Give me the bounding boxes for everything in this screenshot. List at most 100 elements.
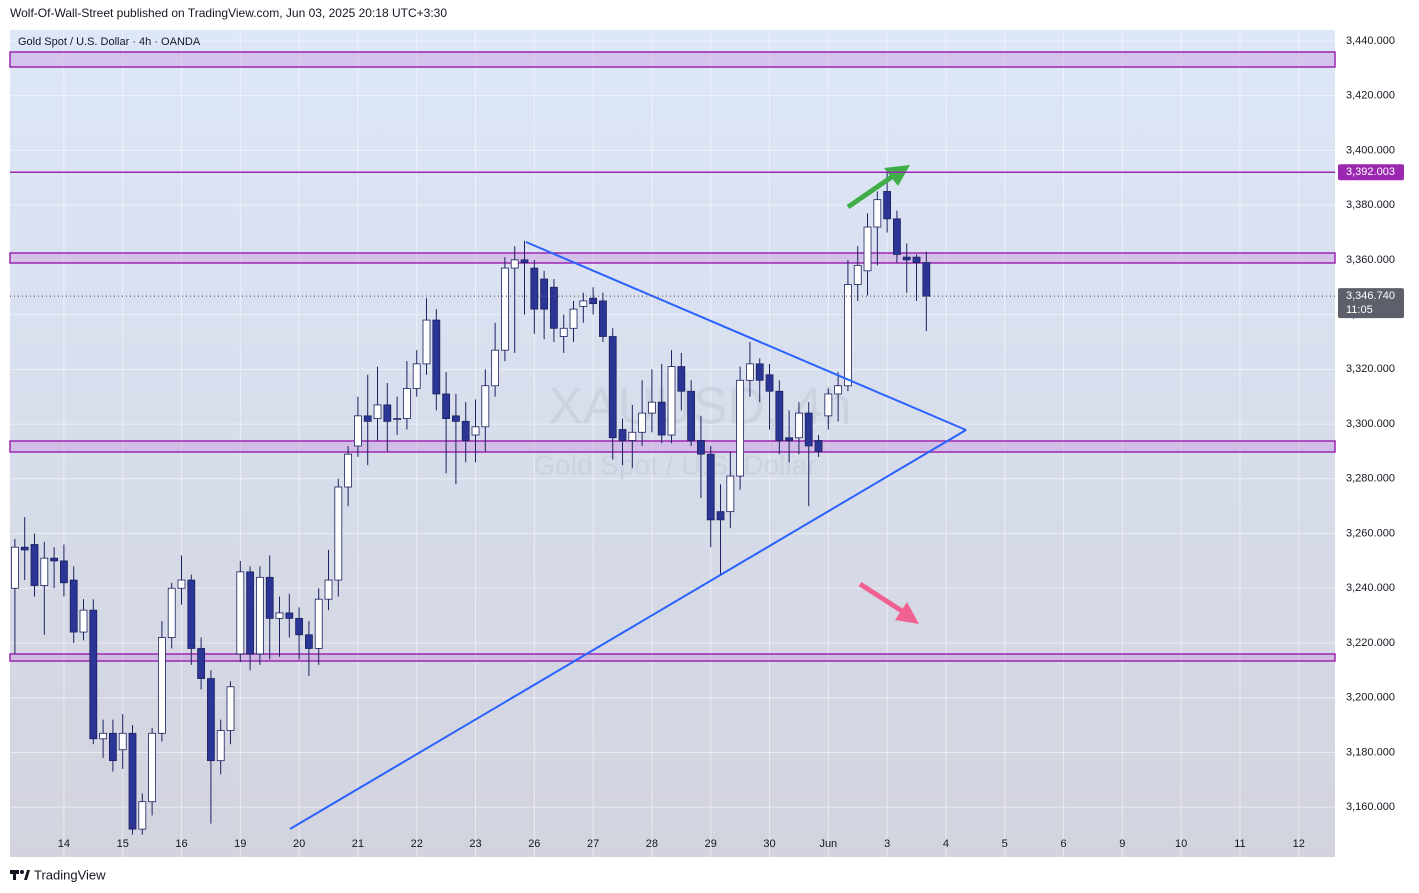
candle-body [667,366,676,436]
candle-body [706,453,715,521]
candle-body [275,612,284,619]
y-tick-label: 3,180.000 [1346,746,1395,758]
trendline [289,429,967,830]
candle-body [795,412,803,439]
x-tick-label: 27 [587,838,599,850]
candle-body [305,634,313,649]
candle-body [491,349,500,387]
last-price-badge [1338,288,1404,319]
x-tick-label: 26 [528,838,540,850]
candle-body [236,571,245,655]
candle-body [599,300,607,337]
price-badge [1338,164,1404,181]
candle-body [687,390,696,441]
candle-body [540,278,549,310]
candle-body [246,571,255,655]
candle-body [893,218,901,255]
zone [9,51,1336,68]
candle-body [716,511,725,521]
arrow [846,171,898,210]
candle-body [99,732,108,740]
x-tick-label: 20 [293,838,305,850]
x-tick-label: 11 [1234,838,1245,850]
candle-body [726,475,735,513]
x-tick-label: 30 [763,838,775,850]
y-tick-label: 3,400.000 [1346,144,1395,156]
candle-body [256,576,264,655]
x-tick-label: 16 [175,838,187,850]
candle-body [638,412,647,433]
candle-body [393,418,402,420]
x-tick-label: 23 [469,838,481,850]
footer: TradingView [34,867,106,882]
candle-body [412,363,421,389]
candle-body [530,267,539,310]
candle-body [40,557,49,586]
candle-body [736,379,745,477]
candle-body [197,648,206,679]
logo [10,870,30,880]
y-tick-label: 3,160.000 [1346,801,1395,813]
candle-body [30,544,39,586]
x-tick-label: 10 [1175,838,1187,850]
candle-body [373,404,382,419]
candle-body [69,579,78,633]
candle-body [461,420,470,441]
candle-body [216,730,225,762]
candle-body [89,609,98,740]
x-tick-label: 22 [411,838,423,850]
candle-body [109,732,117,762]
candle-body [177,579,186,589]
x-tick-label: 28 [646,838,658,850]
trendline [525,241,967,431]
x-tick-label: 29 [705,838,717,850]
zone [9,252,1336,264]
x-tick-label: 9 [1119,838,1125,850]
candle-body [589,297,598,305]
candle-body [697,440,705,455]
candle-body [324,579,333,600]
candle-body [824,393,833,417]
y-tick-label: 3,440.000 [1346,35,1395,47]
candle-body [148,732,157,803]
x-tick-label: 3 [884,838,890,850]
candle-body [657,401,666,436]
candle-body [785,437,794,441]
x-tick-label: 14 [58,838,70,850]
zone [9,653,1336,662]
candle-body [187,579,196,649]
y-tick-label: 3,200.000 [1346,692,1395,704]
y-tick-label: 3,280.000 [1346,473,1395,485]
candle-body [79,609,88,633]
candle-body [873,199,882,228]
drawings [289,165,967,830]
x-tick-label: 12 [1293,838,1305,850]
candle-body [844,284,852,387]
candle-body [834,385,843,395]
candle-body [432,319,441,395]
y-tick-label: 3,420.000 [1346,90,1395,102]
candle-body [295,617,304,636]
arrow-head [884,165,910,186]
x-tick-label: 21 [352,838,364,850]
candle-body [11,546,19,589]
y-tick-label: 3,260.000 [1346,527,1395,539]
candle-body [207,678,215,762]
candle-body [608,336,617,439]
candle-body [755,363,764,381]
candle-body [442,393,451,419]
y-tick-label: 3,300.000 [1346,418,1395,430]
candle-body [559,327,568,337]
candle-body [883,191,892,220]
candle-body [481,385,490,428]
candle-body [471,426,480,436]
candle-body [804,412,813,447]
countdown: 11:05 [1346,304,1373,316]
x-tick-label: 19 [234,838,246,850]
candle-body [814,440,823,452]
candle-body [334,486,343,581]
y-tick-label: 3,220.000 [1346,637,1395,649]
candle-body [60,560,68,584]
candle-body [20,546,29,551]
